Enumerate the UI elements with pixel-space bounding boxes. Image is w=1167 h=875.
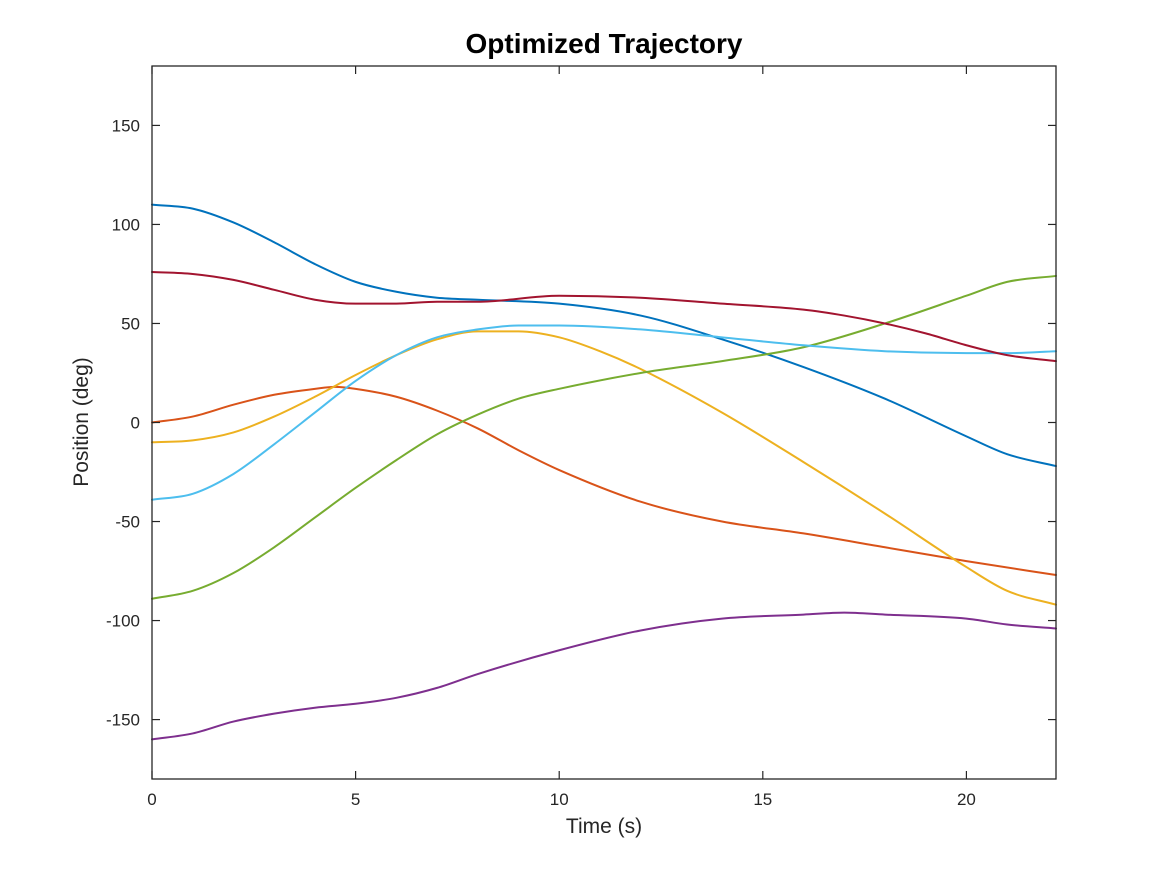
- x-axis-label: Time (s): [566, 815, 642, 838]
- series-line-3: [151, 330, 1057, 606]
- series-line-1: [151, 203, 1057, 468]
- y-tick-label: -100: [106, 612, 140, 631]
- x-tick-label: 15: [753, 790, 772, 809]
- series-line-4: [151, 611, 1057, 741]
- ticks-group: 0 5 10 15 20 -150 -100 -50 0 50 100 150: [106, 66, 1056, 809]
- x-tick-label: 10: [550, 790, 569, 809]
- y-tick-label: -150: [106, 711, 140, 730]
- x-tick-label: 20: [957, 790, 976, 809]
- series-line-7: [151, 270, 1057, 363]
- series-line-6: [151, 324, 1057, 501]
- y-tick-label: 0: [131, 414, 140, 433]
- series-group: [151, 203, 1057, 741]
- y-tick-label: 50: [121, 314, 140, 333]
- y-tick-label: -50: [115, 513, 140, 532]
- series-line-2: [151, 385, 1057, 576]
- y-tick-label: 100: [112, 215, 140, 234]
- plot-background: [152, 66, 1056, 779]
- series-line-5: [151, 274, 1057, 600]
- axes-box: [151, 65, 1057, 780]
- y-axis-label: Position (deg): [70, 357, 93, 487]
- x-tick-label: 5: [351, 790, 360, 809]
- y-tick-label: 150: [112, 116, 140, 135]
- chart-title: Optimized Trajectory: [466, 28, 743, 59]
- x-tick-label: 0: [147, 790, 156, 809]
